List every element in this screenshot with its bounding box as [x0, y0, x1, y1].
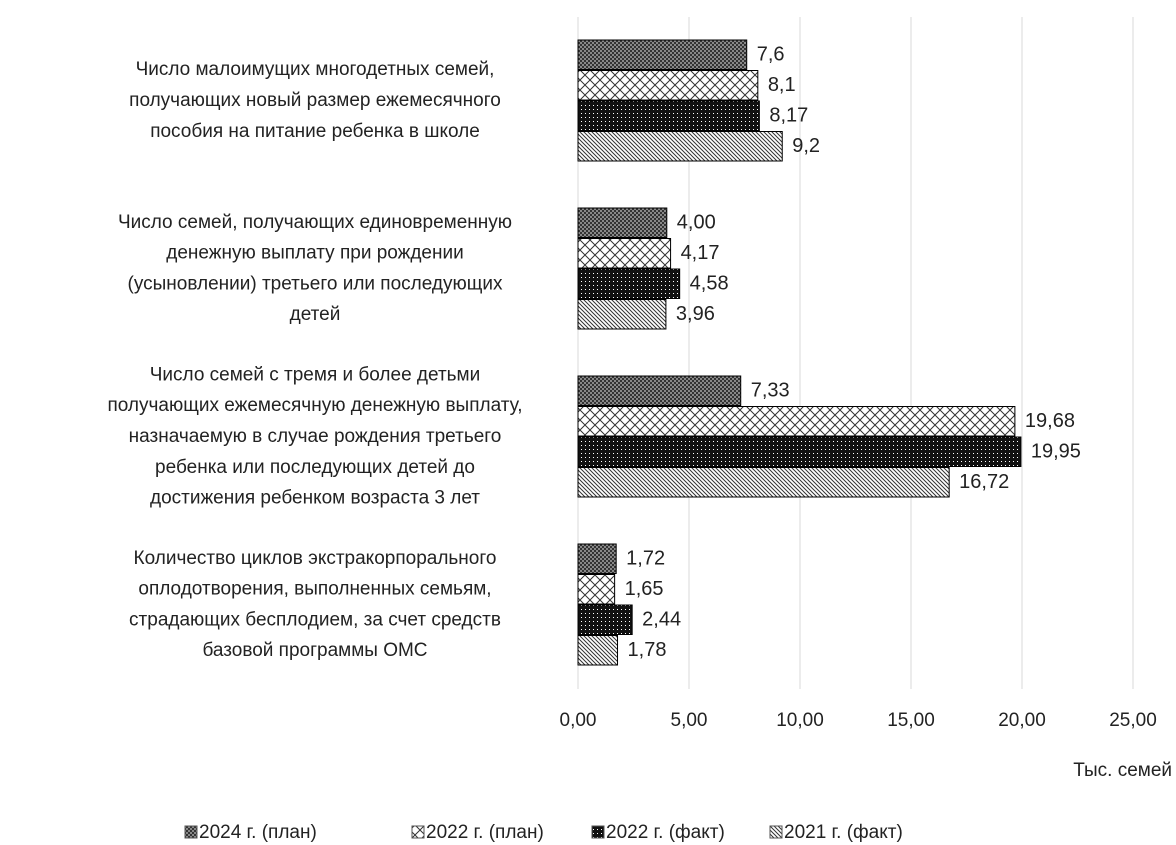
legend-label: 2024 г. (план)	[199, 822, 317, 843]
value-label: 4,17	[681, 242, 720, 264]
bar	[577, 238, 672, 269]
value-label: 8,1	[768, 74, 796, 96]
legend-swatch	[591, 825, 605, 839]
value-label: 4,58	[690, 273, 729, 295]
value-label: 1,78	[628, 639, 667, 661]
bar	[577, 543, 617, 574]
bar	[577, 299, 667, 330]
bar	[577, 131, 783, 162]
x-tick-label: 0,00	[560, 710, 597, 731]
x-tick-label: 20,00	[998, 710, 1046, 731]
x-tick-label: 15,00	[887, 710, 935, 731]
value-label: 3,96	[676, 303, 715, 325]
bar	[577, 268, 681, 299]
category-label: Количество циклов экстракорпорального опл…	[129, 548, 501, 661]
value-label: 19,95	[1031, 441, 1081, 463]
value-label: 9,2	[792, 135, 820, 157]
bar	[577, 207, 668, 238]
bar	[577, 70, 759, 101]
value-label: 2,44	[642, 609, 681, 631]
bar	[577, 467, 950, 498]
bar	[577, 406, 1016, 437]
x-tick-label: 5,00	[671, 710, 708, 731]
bar	[577, 39, 748, 70]
legend-swatch	[769, 825, 783, 839]
value-label: 7,33	[751, 380, 790, 402]
bar	[577, 635, 619, 666]
bar	[577, 574, 616, 605]
bar	[577, 436, 1022, 467]
x-tick-label: 25,00	[1109, 710, 1157, 731]
legend-label: 2022 г. (план)	[426, 822, 544, 843]
legend-swatch	[411, 825, 425, 839]
category-label: Число семей, получающих единовременную де…	[118, 212, 512, 325]
value-label: 8,17	[769, 105, 808, 127]
value-label: 19,68	[1025, 410, 1075, 432]
category-label: Число малоимущих многодетных семей, получ…	[129, 59, 501, 142]
legend-label: 2021 г. (факт)	[784, 822, 903, 843]
legend-swatch	[184, 825, 198, 839]
value-label: 1,65	[625, 578, 664, 600]
x-axis-label: Тыс. семей	[1073, 760, 1172, 781]
x-tick-label: 10,00	[776, 710, 824, 731]
value-label: 16,72	[959, 471, 1009, 493]
bar	[577, 604, 633, 635]
category-label: Число семей с тремя и более детьми получа…	[107, 364, 522, 508]
value-label: 4,00	[677, 212, 716, 234]
legend-label: 2022 г. (факт)	[606, 822, 725, 843]
value-label: 7,6	[757, 44, 785, 66]
bar	[577, 375, 742, 406]
value-label: 1,72	[626, 548, 665, 570]
bar	[577, 100, 760, 131]
